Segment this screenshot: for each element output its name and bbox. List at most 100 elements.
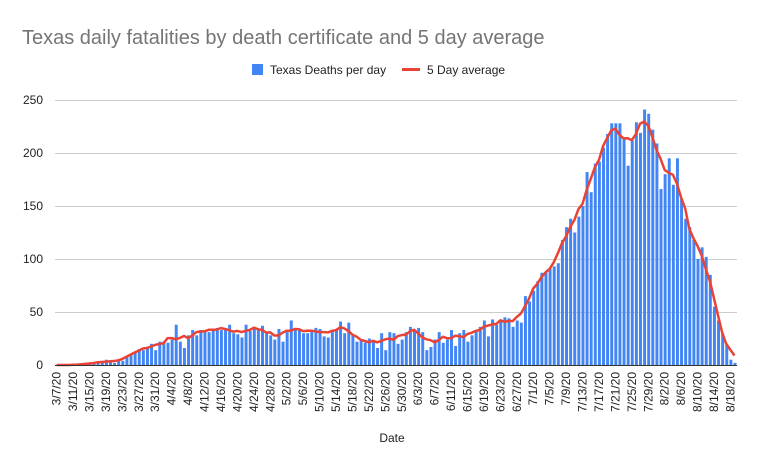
bar: [462, 330, 466, 365]
bar: [663, 174, 667, 365]
bar: [92, 363, 96, 365]
x-tick-label: 7/1/20: [526, 372, 540, 406]
bar: [261, 325, 264, 365]
bar: [224, 328, 228, 365]
bar: [638, 132, 642, 365]
bar: [626, 165, 630, 365]
bar: [425, 350, 429, 365]
x-tick-label: 4/8/20: [181, 372, 195, 406]
x-tick-label: 3/7/20: [50, 372, 64, 406]
x-tick-label: 5/18/20: [346, 372, 360, 412]
bar: [634, 122, 638, 365]
bar: [330, 330, 334, 365]
bar: [450, 330, 453, 365]
x-tick-label: 3/23/20: [115, 372, 129, 412]
bar: [688, 227, 692, 365]
bar: [560, 239, 564, 365]
bar: [347, 322, 351, 365]
bar: [495, 324, 499, 365]
bar: [544, 272, 548, 365]
bar: [684, 218, 688, 365]
bar: [150, 343, 154, 365]
x-tick-label: 4/12/20: [198, 372, 212, 412]
x-tick-label: 3/31/20: [148, 372, 162, 412]
bar: [610, 123, 614, 365]
bar: [708, 274, 712, 365]
bar: [297, 328, 301, 365]
bar: [569, 218, 573, 365]
bar: [195, 335, 199, 365]
bar: [511, 326, 515, 365]
series-line-5-day-average: [56, 120, 736, 367]
bar: [429, 346, 433, 365]
bar: [667, 158, 671, 365]
bar: [696, 259, 700, 365]
bar: [491, 319, 495, 365]
x-tick-label: 6/7/20: [428, 372, 442, 406]
bar: [203, 330, 207, 365]
bar: [458, 333, 462, 365]
bar: [285, 332, 289, 365]
y-tick-label: 200: [23, 146, 43, 160]
x-tick-label: 8/2/20: [658, 372, 672, 406]
bar: [417, 327, 421, 365]
bar: [503, 317, 507, 365]
bar: [306, 333, 310, 365]
bar: [388, 332, 392, 365]
bar: [396, 343, 400, 365]
bar: [655, 143, 659, 365]
bar: [158, 341, 162, 365]
x-tick-label: 4/16/20: [214, 372, 228, 412]
x-tick-label: 6/11/20: [444, 372, 458, 411]
bar: [441, 342, 445, 365]
bar: [228, 324, 232, 365]
x-tick-label: 5/22/20: [362, 372, 376, 412]
bar: [269, 335, 273, 365]
bar: [659, 189, 663, 365]
x-tick-label: 5/6/20: [296, 372, 310, 406]
legend: Texas Deaths per day 5 Day average: [252, 63, 505, 77]
bar: [256, 330, 260, 365]
bar: [573, 232, 577, 365]
bar: [314, 327, 318, 365]
bar: [536, 281, 540, 365]
bar: [273, 339, 277, 365]
bar: [721, 333, 725, 365]
bar: [178, 341, 182, 365]
bar: [240, 337, 244, 365]
bar: [565, 227, 569, 365]
bar: [589, 192, 593, 365]
x-tick-label: 7/17/20: [592, 372, 606, 412]
bar: [532, 290, 536, 365]
bar: [236, 334, 240, 365]
bar: [113, 362, 117, 365]
y-tick-label: 250: [23, 93, 43, 107]
bar: [293, 330, 297, 365]
bar: [602, 147, 605, 365]
bar: [244, 324, 248, 365]
x-tick-label: 8/14/20: [707, 372, 721, 412]
bar: [421, 332, 425, 365]
x-tick-label: 7/29/20: [641, 372, 655, 412]
bar: [585, 172, 589, 365]
x-tick-label: 7/13/20: [576, 372, 590, 412]
bar: [433, 339, 437, 365]
bar: [408, 326, 412, 365]
bar: [359, 340, 363, 365]
bar: [191, 330, 195, 365]
y-tick-label: 100: [23, 252, 43, 266]
bar: [289, 320, 293, 365]
bar: [219, 330, 223, 365]
bar: [507, 318, 511, 365]
bar: [671, 184, 675, 365]
bar: [597, 161, 601, 365]
bar: [712, 306, 716, 365]
bar: [141, 350, 145, 365]
x-tick-label: 6/19/20: [477, 372, 491, 412]
bar: [704, 256, 708, 365]
bar: [717, 320, 721, 365]
bar: [351, 335, 355, 365]
bar: [121, 360, 125, 365]
bar: [326, 337, 330, 365]
bar: [174, 324, 178, 365]
